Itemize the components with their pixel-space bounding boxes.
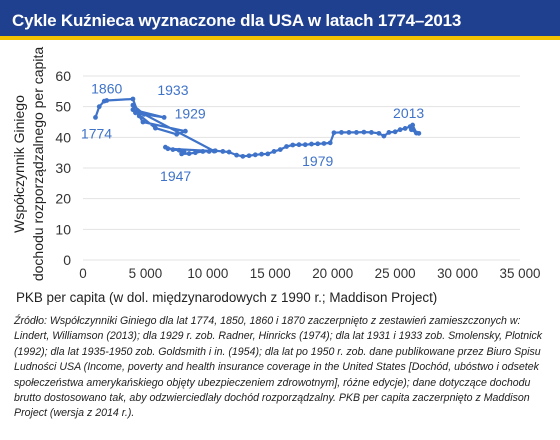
line-chart: 0 10 20 30 40 50 60 0 5 000 10 000 15 000 20 000 25… <box>11 47 540 305</box>
y-tick-labels: 0 10 20 30 40 50 60 <box>55 68 71 268</box>
data-point <box>192 150 198 156</box>
data-point <box>284 144 289 149</box>
data-point <box>302 142 308 148</box>
data-point <box>240 153 246 159</box>
data-point <box>133 110 138 116</box>
data-point <box>234 152 239 158</box>
data-point <box>339 130 344 135</box>
data-point <box>161 115 167 120</box>
x-tick-label: 30 000 <box>437 266 478 281</box>
data-point <box>93 115 98 120</box>
series-layer <box>94 97 420 158</box>
data-point <box>386 130 392 135</box>
y-tick-label: 20 <box>55 191 71 207</box>
data-point <box>331 130 337 136</box>
y-axis-label-line-1: Współczynnik Giniego <box>11 95 27 233</box>
data-point <box>327 140 333 146</box>
x-tick-label: 10 000 <box>187 266 228 281</box>
x-tick-label: 20 000 <box>312 266 353 281</box>
year-annotation: 1774 <box>81 125 112 141</box>
data-point <box>369 130 374 135</box>
x-tick-label: 0 <box>79 266 86 281</box>
data-point <box>252 152 258 158</box>
x-tick-label: 15 000 <box>250 266 291 281</box>
data-point <box>416 130 422 136</box>
data-point <box>277 147 283 152</box>
data-point <box>408 127 414 133</box>
data-point <box>176 147 182 153</box>
data-point <box>130 102 136 108</box>
year-annotations: 1860 1933 1929 1774 1947 1979 2013 <box>81 81 424 184</box>
data-point <box>104 98 110 103</box>
data-point <box>376 130 382 136</box>
y-tick-label: 30 <box>55 160 71 176</box>
data-point <box>321 141 327 146</box>
data-point <box>212 148 218 154</box>
y-tick-label: 10 <box>55 221 71 237</box>
data-point <box>163 144 168 150</box>
data-point <box>226 149 232 155</box>
data-point <box>290 142 296 148</box>
y-tick-label: 60 <box>55 68 71 84</box>
data-point <box>381 133 387 139</box>
x-tick-label: 35 000 <box>500 266 541 281</box>
data-point <box>410 122 416 128</box>
data-point <box>309 141 314 147</box>
data-point <box>271 149 277 154</box>
data-point <box>402 126 408 131</box>
y-tick-label: 0 <box>63 252 71 268</box>
data-point <box>259 151 264 157</box>
source-note: Źródło: Współczynniki Giniego dla lat 17… <box>14 315 543 420</box>
data-point <box>206 149 212 154</box>
data-point <box>354 130 359 135</box>
data-point <box>392 129 398 135</box>
data-point <box>141 111 147 117</box>
year-annotation: 1947 <box>160 168 191 184</box>
year-annotation: 1929 <box>175 105 206 121</box>
y-tick-label: 50 <box>55 99 71 115</box>
data-point <box>174 131 180 137</box>
data-point <box>170 147 176 152</box>
data-point <box>296 142 302 148</box>
chart-area: 0 10 20 30 40 50 60 0 5 000 10 000 15 000 20 000 25… <box>0 44 560 310</box>
data-point <box>220 149 226 154</box>
data-point <box>130 96 136 102</box>
data-point <box>265 151 271 157</box>
data-point <box>153 125 158 131</box>
data-point <box>246 153 252 159</box>
year-annotation: 1979 <box>302 153 333 169</box>
year-annotation: 2013 <box>393 105 424 121</box>
data-point <box>361 129 367 135</box>
x-tick-label: 5 000 <box>129 266 163 281</box>
series-line <box>94 97 420 158</box>
year-annotation: 1933 <box>157 82 188 98</box>
data-point <box>346 130 352 135</box>
y-axis-label-line-2: dochodu rozporządzalnego per capita <box>30 47 46 281</box>
data-point <box>186 151 192 156</box>
data-point <box>397 127 403 133</box>
chart-title: Cykle Kuźnieca wyznaczone dla USA w lata… <box>0 0 560 40</box>
data-point <box>315 141 321 147</box>
y-tick-label: 40 <box>55 129 71 145</box>
data-point <box>200 149 206 154</box>
x-tick-label: 25 000 <box>375 266 416 281</box>
x-tick-labels: 0 5 000 10 000 15 000 20 000 25 000 30 000 35 0… <box>79 266 540 281</box>
gridlines <box>83 75 520 261</box>
year-annotation: 1860 <box>91 81 122 97</box>
x-axis-label: PKB per capita (w dol. międzynarodowych … <box>16 290 437 305</box>
data-point <box>96 104 102 110</box>
data-point <box>182 128 188 134</box>
data-point <box>140 119 146 125</box>
data-point <box>136 113 142 119</box>
data-point <box>179 151 185 157</box>
data-points <box>93 96 422 159</box>
